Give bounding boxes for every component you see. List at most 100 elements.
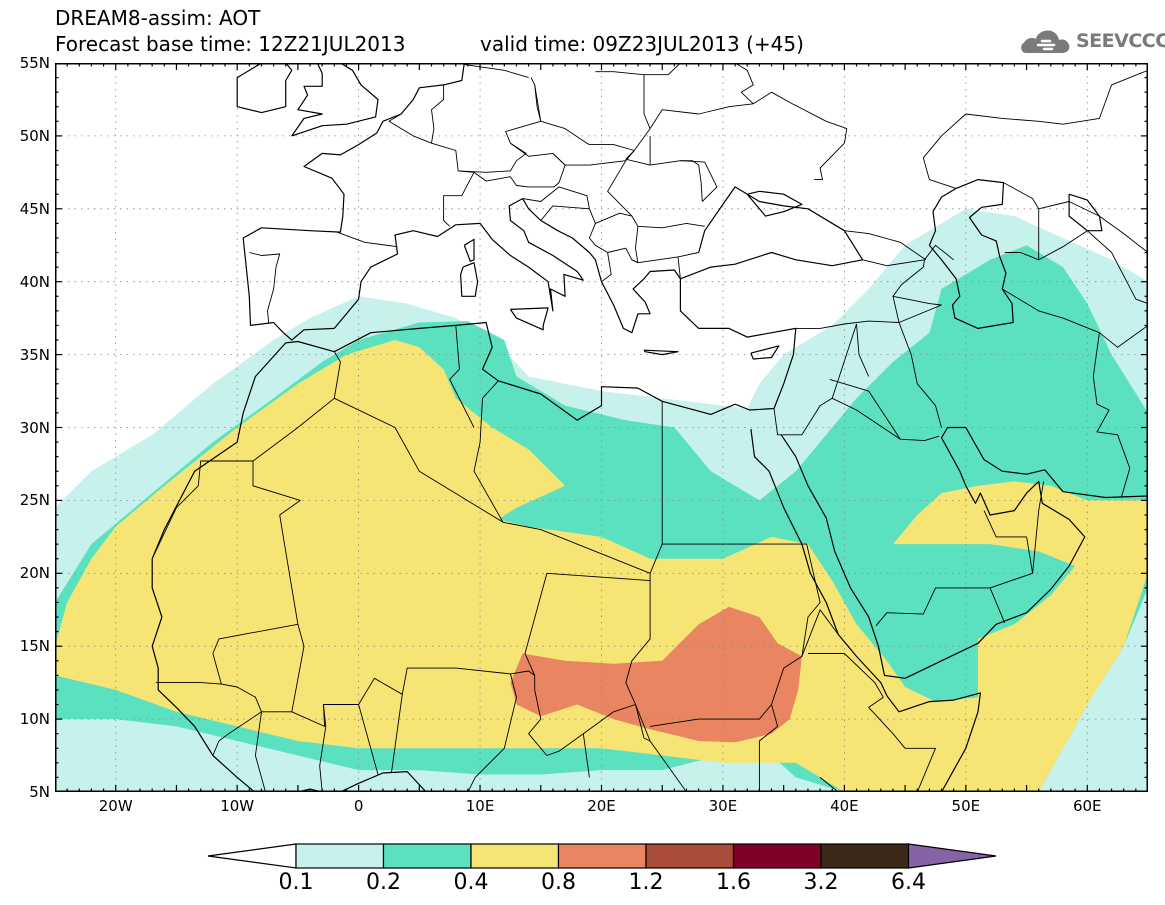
colorbar-label: 0.1: [278, 870, 314, 895]
border-65: [631, 256, 681, 279]
colorbar-segment: [557, 843, 647, 869]
lon-label: 30E: [708, 797, 738, 815]
coastline-13: [750, 345, 780, 360]
coastline-0: [151, 186, 864, 559]
border-0: [151, 460, 253, 559]
border-62: [540, 205, 590, 221]
lat-label: 30N: [19, 418, 50, 437]
colorbar-segment: [295, 843, 385, 869]
border-10: [358, 704, 379, 775]
border-4: [449, 325, 475, 428]
lon-label: 0: [353, 797, 364, 815]
border-70: [458, 142, 527, 173]
coastline-1: [750, 428, 982, 792]
border-55: [595, 71, 651, 129]
border-34: [989, 587, 1006, 624]
border-35: [1032, 481, 1045, 574]
border-9: [390, 694, 403, 774]
lat-label: 50N: [19, 126, 50, 145]
coastline-2: [780, 426, 1148, 679]
border-15: [528, 675, 548, 756]
border-41: [1002, 288, 1148, 348]
logo-text: SEEVCCC: [1076, 30, 1165, 52]
border-26: [773, 408, 784, 436]
coastline-6: [291, 63, 379, 137]
coastline-9: [460, 262, 479, 297]
border-36: [892, 259, 925, 323]
border-27: [783, 323, 857, 436]
colorbar-segment: [645, 843, 735, 869]
lat-label: 15N: [19, 637, 50, 656]
border-11: [319, 704, 327, 792]
colorbar-label: 0.8: [541, 870, 576, 895]
border-49: [649, 91, 848, 144]
border-48: [814, 142, 845, 181]
lat-label: 40N: [19, 272, 50, 291]
colorbar-segment: [820, 843, 910, 869]
border-19: [635, 704, 688, 792]
lat-label: 20N: [19, 564, 50, 583]
border-44: [1038, 201, 1148, 253]
lat-label: 10N: [19, 710, 50, 729]
coastline-3: [151, 558, 427, 792]
border-46: [941, 69, 1148, 137]
border-59: [505, 77, 542, 144]
border-42: [1092, 332, 1131, 498]
border-37: [892, 295, 942, 306]
border-32: [898, 322, 942, 428]
border-12: [254, 711, 292, 792]
border-14: [221, 683, 262, 712]
border-38: [898, 304, 942, 323]
coastline-16: [746, 190, 803, 217]
colorbar-label: 1.6: [716, 870, 751, 895]
coastline-8: [236, 63, 293, 114]
valid-time: valid time: 09Z23JUL2013 (+45): [480, 32, 804, 56]
border-50: [734, 63, 754, 105]
coastline-4: [242, 198, 681, 341]
coastline-12: [643, 349, 679, 356]
cloud-logo-icon: [1021, 30, 1070, 53]
colorbar-segment: [732, 843, 822, 869]
forecast-base-time: Forecast base time: 12Z21JUL2013: [55, 32, 406, 56]
lon-label: 10E: [465, 797, 495, 815]
border-21: [758, 543, 821, 792]
colorbar-label: 6.4: [891, 870, 926, 895]
border-24: [808, 653, 936, 792]
border-71: [336, 231, 398, 248]
border-67: [431, 142, 475, 227]
aot-contour-c3-3: [893, 481, 1148, 566]
colorbar-label: 3.2: [803, 870, 839, 895]
border-73: [464, 64, 529, 79]
border-3: [334, 380, 504, 523]
coastline-11: [463, 238, 475, 262]
colorbar-arrow-low: [207, 843, 297, 869]
lat-label: 25N: [19, 491, 50, 510]
coastlines: [151, 63, 1148, 792]
border-25: [819, 777, 840, 792]
border-68: [388, 113, 432, 144]
border-72: [249, 252, 281, 323]
border-20: [643, 737, 651, 742]
border-8: [291, 572, 651, 727]
border-23: [801, 609, 839, 657]
lat-label: 45N: [19, 199, 50, 218]
lat-label: 35N: [19, 345, 50, 364]
border-47: [922, 135, 957, 189]
border-13: [212, 711, 262, 756]
lon-label: 20W: [98, 797, 133, 815]
lon-label: 40E: [830, 797, 859, 815]
border-69: [431, 84, 445, 144]
border-43: [1003, 182, 1040, 261]
coastline-5: [242, 63, 465, 239]
border-18: [582, 733, 590, 778]
map-title: DREAM8-assim: AOT: [55, 6, 261, 30]
coastline-7: [291, 63, 323, 137]
axis-ticks: [55, 63, 1148, 792]
lon-label: 60E: [1072, 797, 1102, 815]
border-66: [677, 252, 699, 258]
border-28: [795, 320, 900, 329]
aot-contour-c4-4: [510, 606, 802, 743]
border-63: [595, 212, 633, 224]
colorbar-segment: [382, 843, 472, 869]
lon-label: 10W: [220, 797, 255, 815]
